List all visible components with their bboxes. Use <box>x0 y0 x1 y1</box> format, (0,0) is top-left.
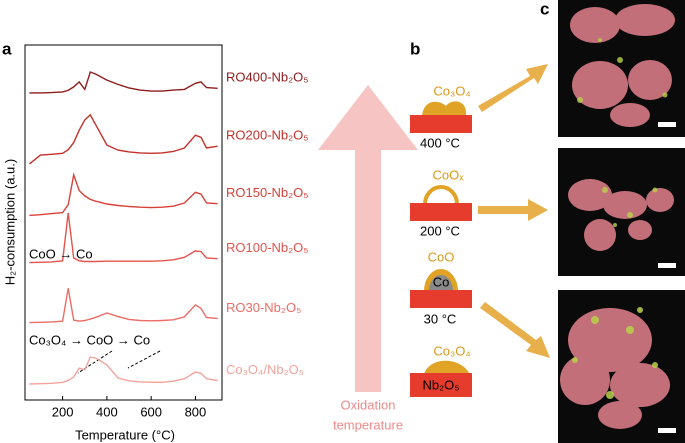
particle-core <box>429 275 453 291</box>
series-label: RO100-Nb₂O₅ <box>226 240 309 255</box>
particle-label: CoO <box>428 249 455 264</box>
leader-line <box>77 350 113 374</box>
particle <box>424 360 470 375</box>
series-label: RO30-Nb₂O₅ <box>226 300 301 315</box>
series-line <box>29 356 218 385</box>
panel-label: c <box>540 0 549 18</box>
support-label: Nb₂O₅ <box>422 377 459 392</box>
series-label: RO400-Nb₂O₅ <box>226 70 309 85</box>
core-label: Co <box>433 274 450 289</box>
particle-label: Co₃O₄ <box>433 83 470 98</box>
particle-label: CoOₓ <box>433 167 465 182</box>
temperature-label: 400 °C <box>420 135 460 150</box>
series-line <box>29 288 218 324</box>
support <box>410 115 472 133</box>
temperature-label: 200 °C <box>420 223 460 238</box>
micrographs <box>558 0 685 443</box>
particle-label: Co₃O₄ <box>433 343 470 358</box>
support <box>410 373 472 397</box>
leader-line <box>127 350 161 369</box>
x-tick-label: 800 <box>185 404 207 419</box>
particle <box>422 101 467 116</box>
diagram: Co₃O₄ 400 °C CoOₓ 200 °C CoO Co 30 °C Co… <box>410 64 550 397</box>
x-tick-label: 200 <box>52 404 74 419</box>
x-tick-label: 600 <box>140 404 162 419</box>
series-line <box>29 71 218 94</box>
series-label: RO150-Nb₂O₅ <box>226 185 309 200</box>
annotation: CoO → Co <box>29 246 93 261</box>
series-label: RO200-Nb₂O₅ <box>226 128 309 143</box>
temperature-label: 30 °C <box>424 311 457 326</box>
arrow-label: temperature <box>333 417 403 432</box>
support <box>410 203 472 221</box>
y-axis-label: H₂-consumption (a.u.) <box>2 159 17 285</box>
oxidation-arrow <box>318 85 418 392</box>
panel-label: a <box>2 39 12 58</box>
particle <box>423 185 459 205</box>
support <box>410 290 472 308</box>
series-line <box>29 172 218 217</box>
plot-frame <box>24 44 223 401</box>
series-label: Co₃O₄/Nb₂O₅ <box>226 362 304 377</box>
x-tick-label: 400 <box>96 404 118 419</box>
annotation: Co₃O₄ → CoO → Co <box>29 332 150 347</box>
series-line <box>28 113 218 165</box>
series-line <box>29 212 218 264</box>
link-arrows <box>478 64 550 358</box>
x-axis-label: Temperature (°C) <box>75 427 175 442</box>
arrow-label: Oxidation <box>341 397 396 412</box>
panel-label: b <box>410 39 420 58</box>
